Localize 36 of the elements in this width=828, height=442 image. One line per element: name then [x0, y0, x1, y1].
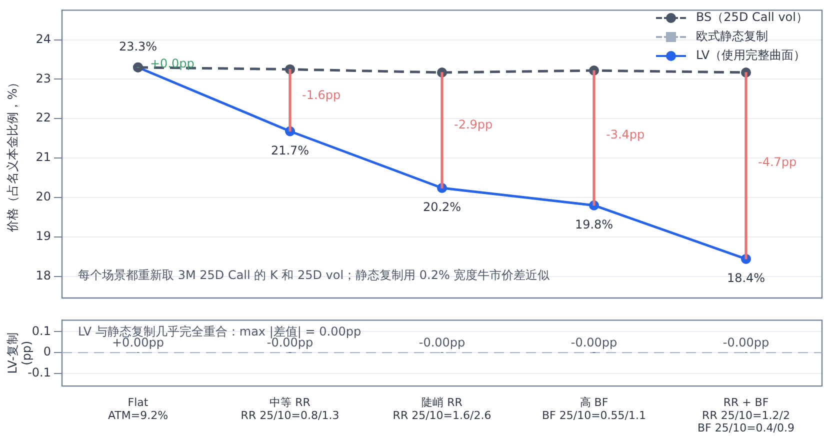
y-tick-label: 18 [36, 268, 51, 282]
annotation: -4.7pp [758, 155, 797, 170]
legend-label: 欧式静态复制 [696, 28, 768, 45]
data-label: -0.00pp [266, 336, 314, 350]
y-axis-title: 价格（占名义本金比例，%） [5, 76, 20, 233]
y-tick-label: 21 [36, 150, 51, 164]
data-label: 18.4% [726, 271, 766, 286]
y-tick-label: 0.1 [32, 324, 51, 338]
data-label: 19.8% [574, 217, 614, 232]
y-tick-label: 19 [36, 229, 51, 244]
annotation: LV 与静态复制几乎完全重合：max |差值| = 0.00pp [78, 324, 362, 338]
legend-label: BS（25D Call vol） [696, 9, 808, 26]
x-tick-label: 高 BF BF 25/10=0.55/1.1 [542, 396, 646, 422]
x-tick-label: Flat ATM=9.2% [108, 396, 168, 422]
x-tick-label: 中等 RR RR 25/10=0.8/1.3 [240, 396, 340, 422]
y-tick-label: 23 [36, 71, 51, 86]
y-tick-label: -0.1 [28, 366, 51, 380]
y-tick-label: 20 [36, 190, 51, 204]
annotation: -1.6pp [302, 88, 341, 102]
y-tick-label: 0 [43, 344, 51, 359]
annotation: -2.9pp [454, 118, 493, 132]
x-tick-label: 陡峭 RR RR 25/10=1.6/2.6 [392, 396, 492, 422]
data-label: 20.2% [422, 200, 462, 214]
x-tick-label: RR + BF RR 25/10=1.2/2 BF 25/10=0.4/0.9 [698, 396, 794, 435]
annotation: -3.4pp [606, 127, 645, 142]
annotation: +0.0pp [150, 56, 194, 70]
data-label: -0.00pp [570, 336, 618, 350]
legend-label: LV（使用完整曲面） [696, 47, 806, 64]
data-label: +0.00pp [112, 336, 164, 350]
annotation: 每个场景都重新取 3M 25D Call 的 K 和 25D vol；静态复制用 0.2% 宽度牛市价差近似 [78, 268, 550, 282]
y-tick-label: 24 [36, 32, 51, 46]
data-label: -0.00pp [418, 336, 466, 350]
data-label: 23.3% [118, 39, 158, 54]
data-label: -0.00pp [722, 336, 770, 350]
data-label: 21.7% [270, 143, 310, 158]
y-tick-label: 22 [36, 110, 51, 125]
